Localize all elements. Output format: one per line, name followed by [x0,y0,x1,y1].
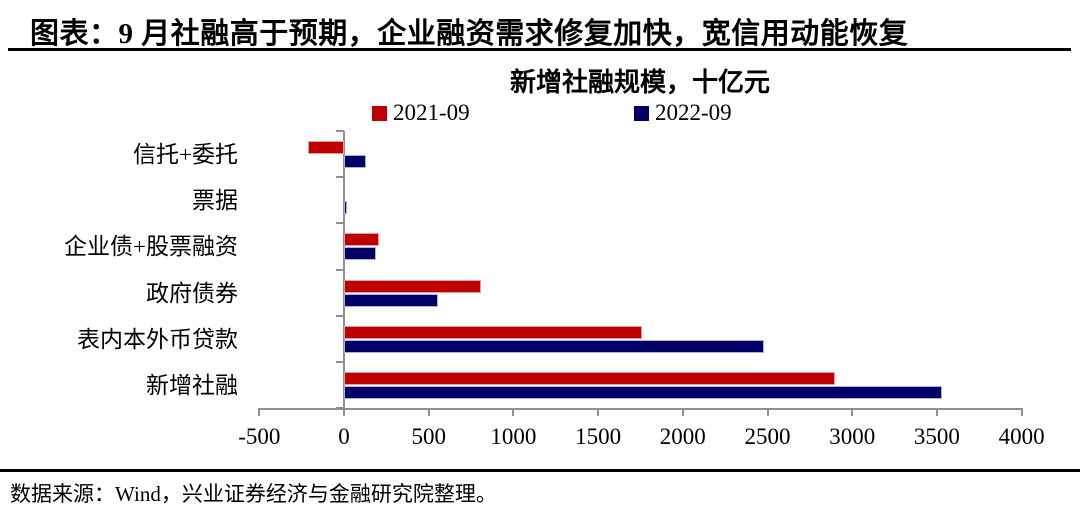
bar-2021-09-0 [308,141,344,154]
title-underline [8,48,1071,51]
x-tick [343,410,345,416]
x-tick [851,410,854,416]
category-label: 企业债+股票融资 [64,234,238,260]
x-tick [681,410,684,416]
legend-swatch-2021-09-icon [372,106,387,121]
bar-2022-09-2 [344,247,377,261]
bar-2022-09-1 [344,201,348,215]
category-label: 新增社融 [146,372,238,398]
figure-title: 图表：9 月社融高于预期，企业融资需求修复加快，宽信用动能恢复 [30,18,909,50]
x-tick-label: 1500 [575,424,622,449]
source-note: 数据来源：Wind，兴业证券经济与金融研究院整理。 [10,482,497,506]
category-boundary-tick [336,360,344,363]
x-tick-label: 500 [411,424,446,449]
category-label: 表内本外币贷款 [77,326,238,352]
legend-item-2021-09: 2021-09 [372,100,470,126]
category-boundary-tick [336,268,344,271]
x-tick [766,410,769,416]
category-label: 票据 [192,188,238,214]
category-boundary-tick [336,314,344,317]
x-tick [427,410,430,416]
x-tick-label: 2500 [744,424,791,449]
category-boundary-tick [336,176,344,179]
bar-2021-09-2 [344,233,379,247]
x-tick-label: 0 [338,424,350,449]
bar-2022-09-0 [344,155,367,168]
y-axis-line [343,131,345,408]
chart-legend: 2021-09 2022-09 [0,100,1080,128]
x-tick-label: 3500 [913,424,960,449]
bar-2022-09-4 [344,339,765,353]
bar-2021-09-4 [344,325,643,339]
bar-2022-09-5 [344,385,942,399]
x-tick-label: 2000 [659,424,706,449]
legend-item-2022-09: 2022-09 [634,100,732,126]
x-tick-label: 3000 [829,424,876,449]
footer-rule [0,469,1080,472]
x-axis-line [258,408,1023,410]
x-tick [258,410,261,416]
bar-2022-09-3 [344,293,439,307]
bar-2021-09-3 [344,279,482,293]
x-tick [597,410,600,416]
x-tick [935,410,938,416]
bar-2021-09-5 [344,371,836,385]
category-label: 信托+委托 [133,142,238,167]
category-boundary-tick [336,130,344,132]
category-boundary-tick [336,222,344,225]
x-tick [1020,410,1023,416]
legend-swatch-2022-09-icon [634,106,649,121]
category-boundary-tick [336,407,344,409]
x-tick-label: 4000 [998,424,1045,449]
x-tick [512,410,515,416]
category-label: 政府债券 [146,280,238,306]
legend-label-2022-09: 2022-09 [655,100,732,125]
chart-title: 新增社融规模，十亿元 [509,68,770,97]
legend-label-2021-09: 2021-09 [393,100,470,125]
x-tick-label: 1000 [490,424,537,449]
x-tick-label: -500 [238,424,281,449]
